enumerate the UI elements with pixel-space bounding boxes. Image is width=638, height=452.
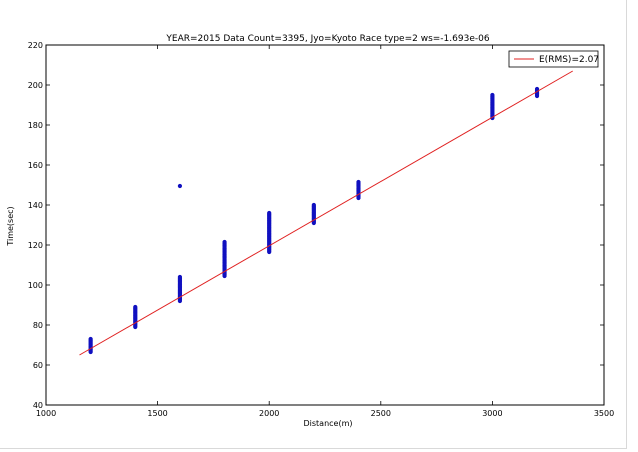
x-tick-label: 3500 bbox=[594, 409, 614, 418]
y-tick-label: 200 bbox=[28, 81, 43, 90]
y-tick-label: 40 bbox=[33, 401, 43, 410]
data-point bbox=[490, 92, 495, 98]
axes: 1000 1500 2000 2500 3000 3500 40 60 80 100 120 140 1… bbox=[28, 41, 614, 418]
y-tick-label: 220 bbox=[28, 41, 43, 50]
data-point bbox=[356, 179, 361, 185]
chart-marks bbox=[79, 70, 574, 356]
y-tick-label: 80 bbox=[33, 321, 43, 330]
data-point bbox=[534, 86, 540, 92]
x-axis-title: Distance(m) bbox=[303, 419, 352, 428]
legend-box bbox=[508, 50, 599, 68]
fit-line bbox=[79, 70, 574, 356]
data-point bbox=[177, 274, 183, 280]
chart-svg: YEAR=2015 Data Count=3395, Jyo=Kyoto Rac… bbox=[6, 34, 614, 428]
x-tick-label: 3000 bbox=[482, 409, 502, 418]
y-tick-label: 120 bbox=[28, 241, 43, 250]
legend: E(RMS)=2.07 bbox=[508, 50, 599, 68]
legend-entry-label: E(RMS)=2.07 bbox=[539, 55, 599, 65]
data-point bbox=[311, 202, 316, 208]
chart-figure: YEAR=2015 Data Count=3395, Jyo=Kyoto Rac… bbox=[0, 0, 627, 449]
plot-area bbox=[45, 44, 605, 406]
x-tick-label: 1000 bbox=[36, 409, 56, 418]
x-tick-label: 2000 bbox=[259, 409, 279, 418]
y-tick-label: 60 bbox=[33, 361, 43, 370]
chart-title: YEAR=2015 Data Count=3395, Jyo=Kyoto Rac… bbox=[165, 34, 489, 44]
y-axis-title: Time(sec) bbox=[6, 206, 15, 246]
data-point bbox=[222, 239, 227, 245]
y-tick-label: 140 bbox=[28, 201, 43, 210]
outlier-point bbox=[177, 183, 183, 189]
data-point bbox=[133, 304, 138, 310]
x-tick-label: 1500 bbox=[147, 409, 167, 418]
y-tick-label: 160 bbox=[28, 161, 43, 170]
x-tick-label: 2500 bbox=[371, 409, 391, 418]
y-tick-label: 180 bbox=[28, 121, 43, 130]
data-point bbox=[88, 336, 93, 342]
y-tick-label: 100 bbox=[28, 281, 43, 290]
data-point bbox=[267, 210, 272, 216]
